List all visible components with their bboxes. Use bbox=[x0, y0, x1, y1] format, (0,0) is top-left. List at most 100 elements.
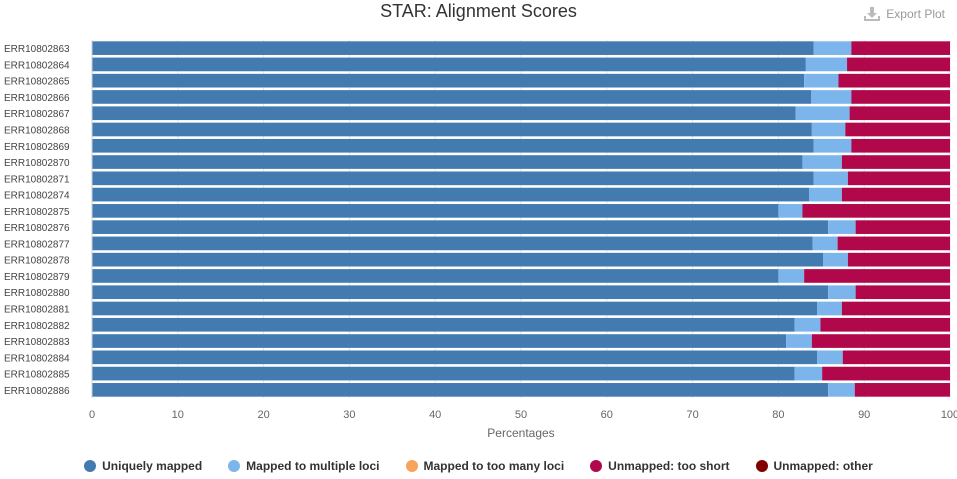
category-label: ERR10802886 bbox=[4, 386, 70, 397]
chart-title: STAR: Alignment Scores bbox=[380, 1, 577, 21]
bar-segment bbox=[804, 269, 950, 283]
legend-marker bbox=[405, 460, 418, 472]
bar-segment bbox=[92, 269, 779, 283]
bar-segment bbox=[92, 366, 795, 381]
category-label: ERR10802867 bbox=[4, 109, 70, 120]
legend-item[interactable]: Uniquely mapped bbox=[84, 456, 202, 476]
legend-label: Uniquely mapped bbox=[102, 459, 203, 473]
bar-segment bbox=[841, 155, 950, 169]
bar-segment bbox=[817, 350, 843, 365]
category-label: ERR10802865 bbox=[4, 77, 70, 88]
bar-segment bbox=[802, 155, 842, 169]
legend-marker bbox=[590, 460, 603, 472]
category-label: ERR10802882 bbox=[4, 321, 70, 332]
x-tick-label: 70 bbox=[686, 409, 698, 421]
bar-segment bbox=[828, 285, 856, 300]
bar-segment bbox=[855, 285, 950, 300]
legend-item[interactable]: Mapped to multiple loci bbox=[228, 456, 380, 476]
bar-segment bbox=[847, 171, 950, 186]
bar-segment bbox=[92, 383, 829, 397]
legend-item[interactable]: Mapped to too many loci bbox=[405, 456, 564, 476]
bar-segment bbox=[828, 220, 856, 234]
bar-segment bbox=[92, 252, 824, 267]
bar-segment bbox=[813, 138, 852, 153]
x-tick-label: 40 bbox=[429, 409, 441, 421]
category-label: ERR10802875 bbox=[4, 207, 70, 218]
x-tick-label: 80 bbox=[772, 409, 784, 421]
bar-segment bbox=[855, 220, 950, 234]
bar-segment bbox=[794, 366, 823, 381]
bar-segment bbox=[92, 204, 779, 218]
x-tick-label: 60 bbox=[601, 409, 613, 421]
bar-segment bbox=[778, 269, 805, 283]
bar-segment bbox=[92, 236, 813, 251]
category-label: ERR10802874 bbox=[4, 191, 70, 202]
x-tick-label: 0 bbox=[89, 409, 95, 421]
category-label: ERR10802868 bbox=[4, 126, 70, 137]
bar-segment bbox=[92, 171, 814, 186]
x-tick-label: 90 bbox=[858, 409, 870, 421]
category-label: ERR10802869 bbox=[4, 142, 70, 153]
x-tick-labels: 0 10 20 30 40 50 60 70 80 90 100 bbox=[89, 409, 957, 421]
legend-item[interactable]: Unmapped: other bbox=[755, 456, 873, 476]
bar-segment bbox=[795, 106, 850, 121]
bar-segment bbox=[828, 383, 855, 397]
bar-segment bbox=[92, 57, 806, 72]
bar-segment bbox=[813, 171, 848, 186]
legend-item[interactable]: Unmapped: too short bbox=[590, 456, 730, 476]
bar-segment bbox=[838, 73, 950, 88]
legend-marker bbox=[228, 460, 241, 472]
category-label: ERR10802881 bbox=[4, 305, 70, 316]
bar-segment bbox=[812, 236, 838, 251]
bar-segment bbox=[847, 252, 950, 267]
bar-segment bbox=[851, 41, 950, 55]
category-label: ERR10802879 bbox=[4, 272, 70, 283]
bar-segment bbox=[794, 317, 821, 332]
x-tick-label: 50 bbox=[515, 409, 527, 421]
bar-segment bbox=[849, 106, 950, 121]
category-label: ERR10802876 bbox=[4, 223, 70, 234]
legend-label: Mapped to multiple loci bbox=[246, 459, 380, 473]
bar-segment bbox=[92, 155, 803, 169]
bar-segment bbox=[823, 252, 848, 267]
x-tick-label: 30 bbox=[343, 409, 355, 421]
bar-segment bbox=[813, 41, 852, 55]
legend-label: Unmapped: too short bbox=[608, 459, 730, 473]
bar-segment bbox=[805, 57, 848, 72]
category-label: ERR10802863 bbox=[4, 44, 70, 55]
bar-segment bbox=[92, 41, 814, 55]
category-label: ERR10802866 bbox=[4, 93, 70, 104]
category-label: ERR10802880 bbox=[4, 288, 70, 299]
bar-segment bbox=[811, 334, 950, 348]
bar-segment bbox=[841, 187, 950, 202]
bar-segment bbox=[804, 73, 839, 88]
export-plot-button[interactable]: Export Plot bbox=[864, 7, 945, 21]
bar-segment bbox=[92, 187, 810, 202]
x-tick-label: 10 bbox=[172, 409, 184, 421]
bar-segment bbox=[854, 383, 950, 397]
download-icon bbox=[864, 7, 881, 21]
export-plot-label: Export Plot bbox=[886, 7, 945, 21]
bar-segment bbox=[92, 138, 814, 153]
x-tick-label: 20 bbox=[257, 409, 269, 421]
legend: Uniquely mapped Mapped to multiple loci Ma… bbox=[0, 456, 957, 476]
bar-segment bbox=[837, 236, 950, 251]
legend-marker bbox=[755, 460, 768, 472]
bar-segment bbox=[92, 317, 795, 332]
bar-segment bbox=[809, 187, 842, 202]
bar-segment bbox=[811, 90, 852, 104]
category-label: ERR10802884 bbox=[4, 353, 70, 364]
bar-segment bbox=[820, 317, 950, 332]
bar-segment bbox=[851, 90, 950, 104]
category-label: ERR10802885 bbox=[4, 370, 70, 381]
category-label: ERR10802883 bbox=[4, 337, 70, 348]
bar-segment bbox=[841, 301, 950, 316]
legend-marker bbox=[84, 460, 97, 472]
bar-segment bbox=[92, 106, 796, 121]
category-label: ERR10802864 bbox=[4, 60, 70, 71]
bar-segment bbox=[786, 334, 812, 348]
bar-segment bbox=[92, 285, 829, 300]
bar-segment bbox=[851, 138, 950, 153]
bar-segment bbox=[845, 122, 950, 137]
bar-segment bbox=[92, 334, 787, 348]
